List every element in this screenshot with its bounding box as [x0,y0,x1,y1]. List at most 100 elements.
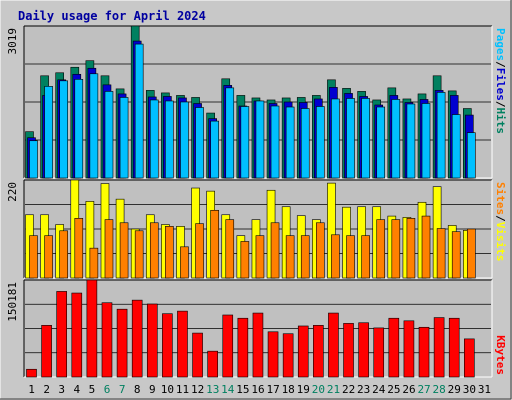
x-tick-label: 5 [89,383,96,396]
sites-bar [436,228,446,279]
sites-bar [29,235,38,279]
sites-bar [361,235,370,279]
sites-bar [74,218,84,279]
pages-bar [467,132,476,179]
kbytes-bar [101,302,113,378]
sites-bar [331,234,340,279]
x-tick-label: 8 [134,383,141,396]
legend-sep: / [494,61,507,68]
pages-bar [436,92,446,179]
x-tick-label: 4 [74,383,81,396]
x-tick-label: 27 [417,383,430,396]
pages-bar [89,73,99,179]
x-tick-label: 21 [327,383,340,396]
x-tick-label: 3 [58,383,65,396]
kbytes-bar [56,291,67,378]
x-tick-label: 22 [342,383,355,396]
pages-bar [74,79,84,179]
kbytes-bar [162,313,173,378]
x-tick-label: 16 [251,383,264,396]
kbytes-bar [267,331,279,378]
pages-bar [270,105,280,179]
sites-bar [180,246,189,279]
sites-bar [134,230,144,279]
visits-panel-legend: Sites/Visits [494,182,507,262]
kbytes-bar [71,292,83,378]
sites-bar [255,235,265,279]
sites-bar [104,219,114,279]
pages-bar [391,99,401,179]
kbytes-bar [464,338,475,378]
x-tick-label: 12 [191,383,204,396]
x-tick-label: 24 [372,383,386,396]
kbytes-bar [207,350,218,378]
sites-bar [300,235,310,279]
pages-bar [149,99,159,179]
kbytes-bar [433,317,445,378]
pages-bar [421,103,431,179]
kbytes-panel-max-label: 150181 [6,282,19,322]
sites-bar [451,231,461,279]
legend-files: Files [494,68,507,101]
pages-bar [300,108,310,179]
x-tick-label: 9 [149,383,156,396]
x-tick-label: 20 [312,383,325,396]
sites-bar [119,222,129,279]
legend-sites: Sites [494,182,507,215]
pages-bar [361,98,370,179]
legend-sep: / [494,215,507,222]
x-tick-label: 23 [357,383,370,396]
kbytes-bar [313,325,324,378]
pages-bar [376,106,386,179]
pages-bar [240,106,250,179]
kbytes-bar [26,368,37,378]
x-tick-label: 28 [433,383,446,396]
kbytes-bar [373,327,385,378]
sites-bar [391,219,401,279]
pages-bar [104,91,114,179]
x-tick-label: 31 [478,383,491,396]
pages-bar [346,98,355,179]
x-tick-label: 11 [176,383,189,396]
x-tick-label: 15 [236,383,249,396]
kbytes-bar [146,303,158,378]
x-axis-day-labels: 1 2 3 4 5 6 7 8 9 10 11 12 13 14 15 16 17 18 19 20 21 22 23 24 2… [28,383,491,396]
sites-bar [376,219,386,279]
kbytes-bar [343,323,354,378]
x-tick-label: 7 [119,383,126,396]
kbytes-bar [116,308,128,378]
kbytes-bar [403,320,415,378]
sites-bar [195,223,204,279]
legend-sep: / [494,101,507,108]
x-tick-label: 26 [402,383,415,396]
pages-bar [59,80,68,179]
pages-bar [255,100,265,179]
kbytes-bar [252,312,264,378]
sites-bar [89,247,99,279]
visits-panel-max-label: 220 [6,182,19,202]
sites-bar [240,241,250,279]
pages-bar [29,140,38,179]
x-tick-label: 10 [161,383,174,396]
x-tick-label: 19 [297,383,310,396]
kbytes-bar [297,325,309,378]
pages-bar [316,106,325,179]
legend-kbytes: KBytes [494,335,507,375]
x-tick-label: 6 [104,383,111,396]
sites-bar [210,209,219,279]
legend-pages: Pages [494,28,507,61]
kbytes-bar [282,333,294,378]
sites-bar [346,235,355,279]
kbytes-bar [192,332,203,378]
x-tick-label: 18 [282,383,295,396]
sites-bar [44,235,53,279]
kbytes-bar [448,317,460,378]
sites-bar [467,228,476,279]
kbytes-bar [177,310,188,378]
kbytes-bar [131,299,143,378]
chart-title: Daily usage for April 2024 [18,9,206,23]
sites-bar [165,226,174,279]
kbytes-bar [41,325,52,378]
pages-bar [285,106,295,179]
